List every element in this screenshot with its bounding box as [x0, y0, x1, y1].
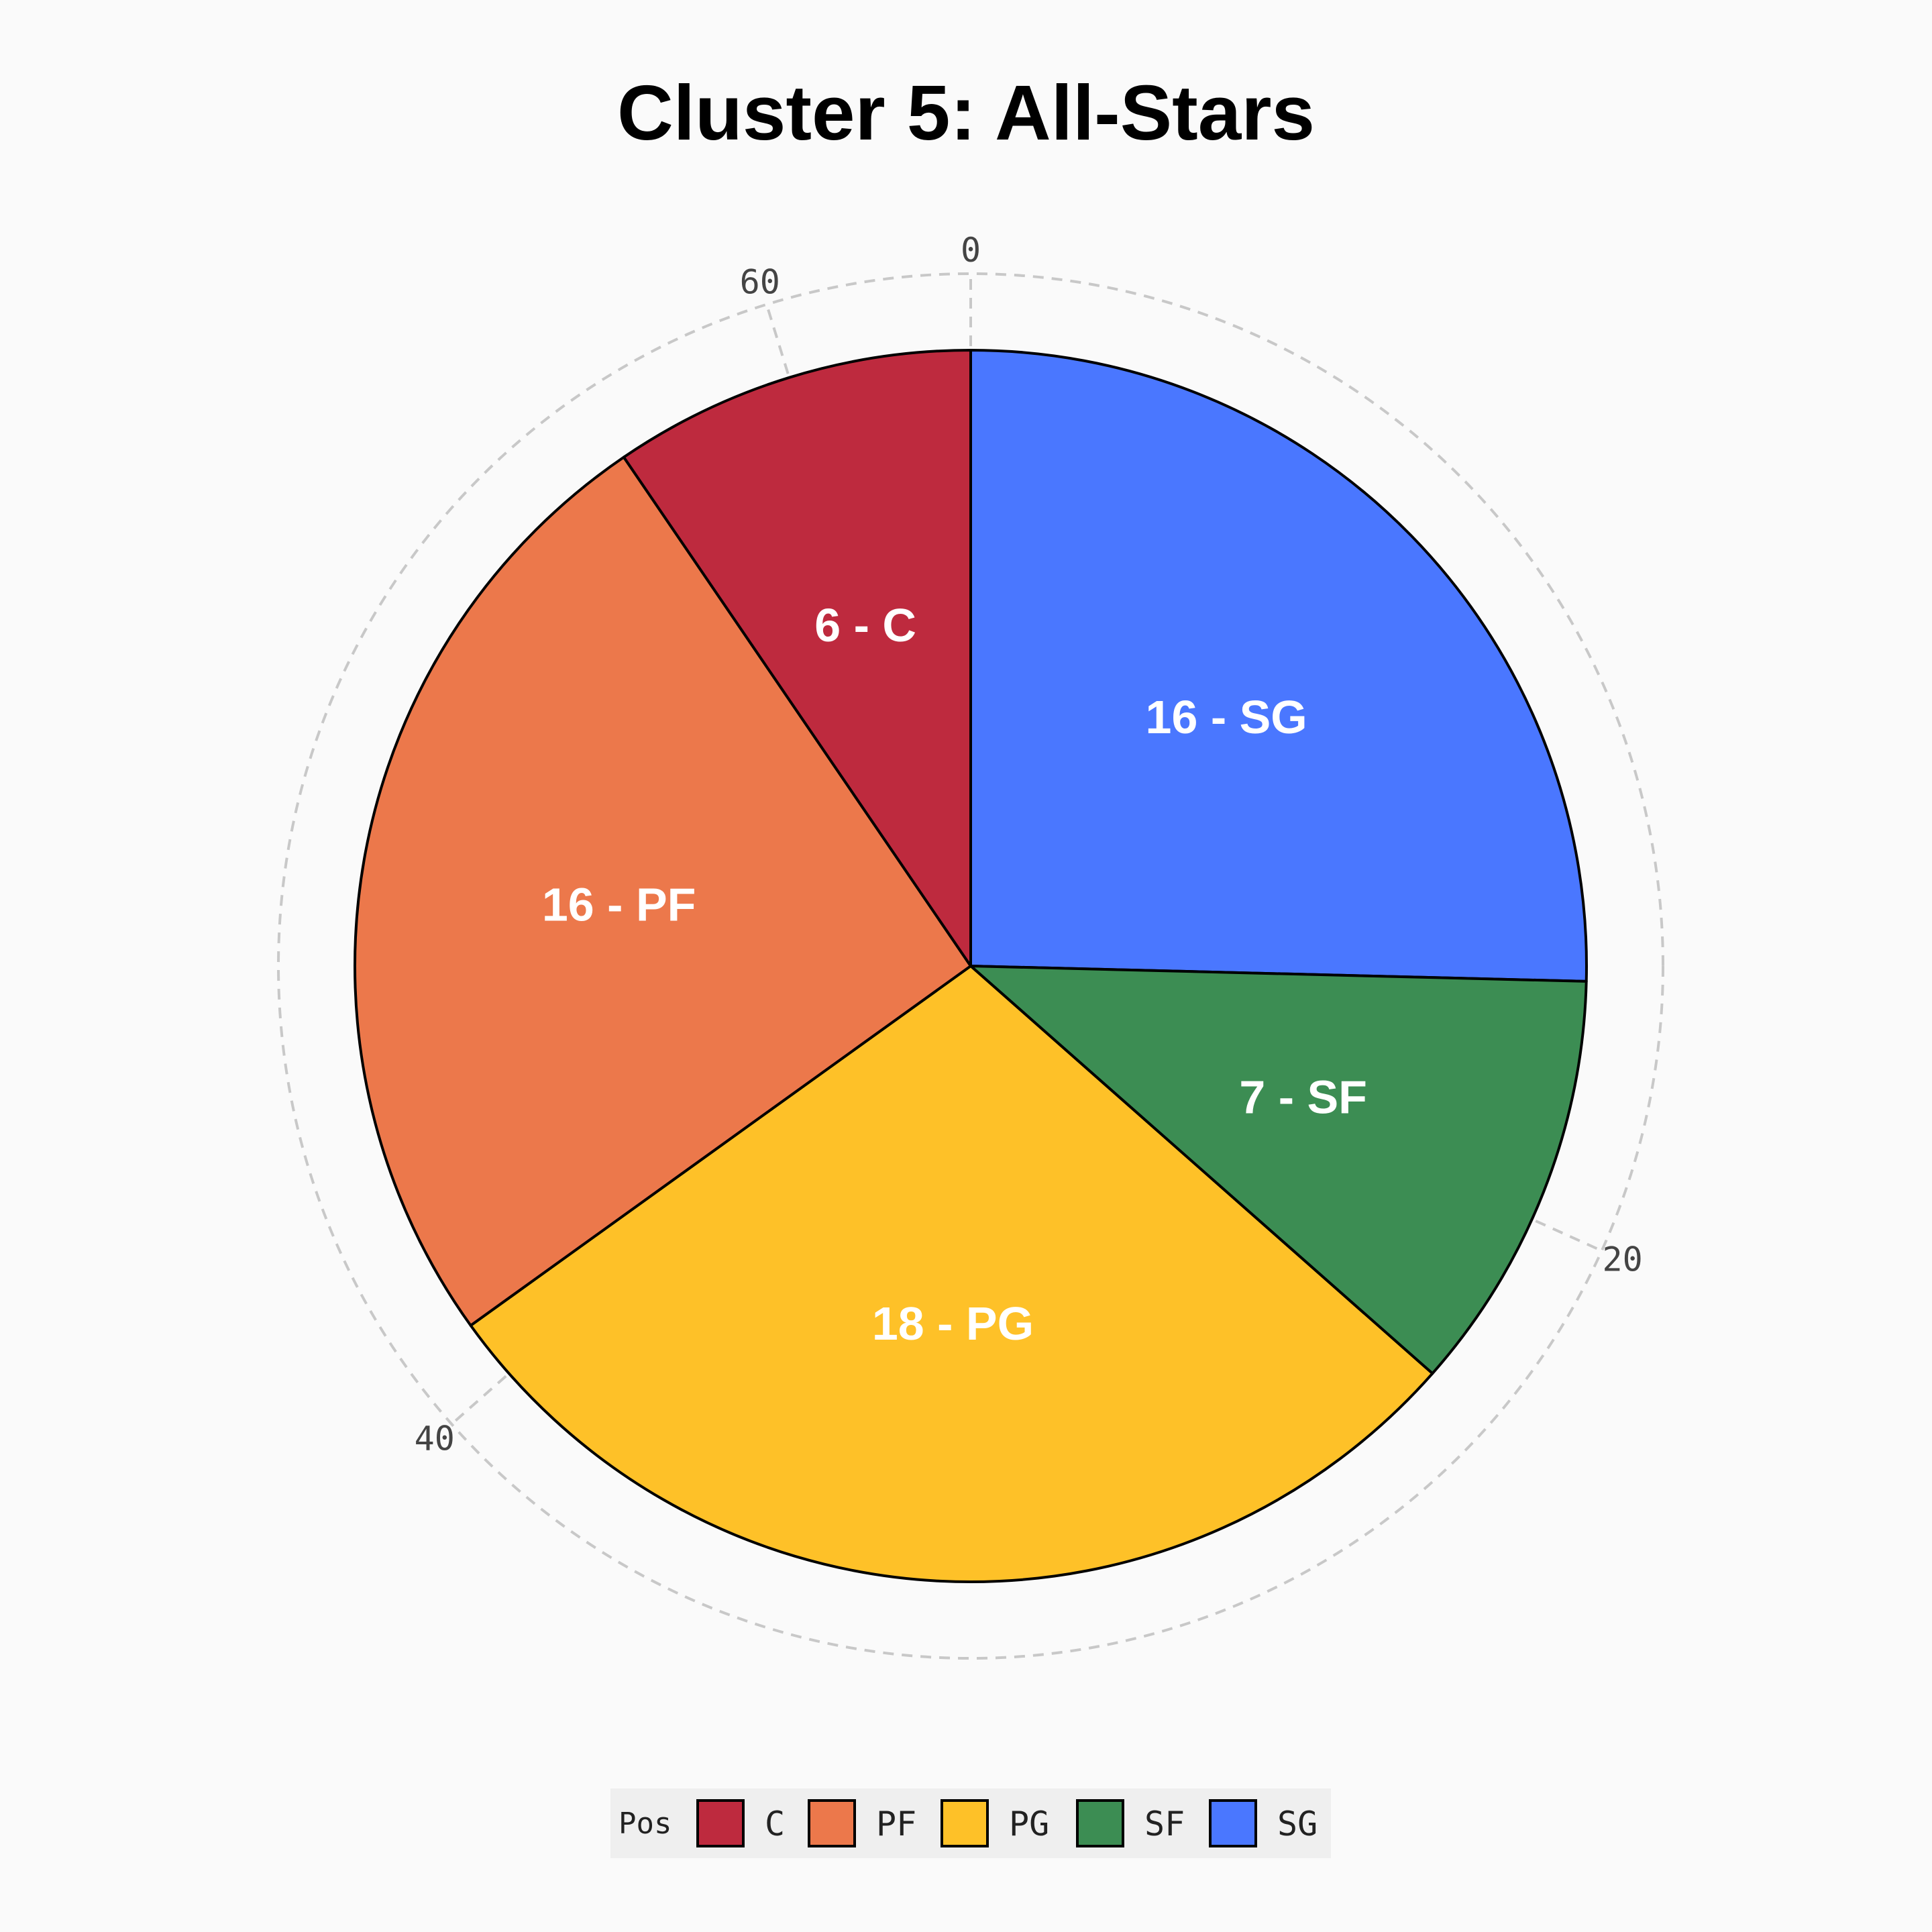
angular-gridline [277, 272, 1664, 1660]
slice-label-sg: 16 - SG [1146, 691, 1307, 743]
angular-axis: 0 20 40 60 [277, 231, 1664, 1660]
legend-swatch-c[interactable] [696, 1799, 745, 1847]
slice-label-c: 6 - C [814, 599, 916, 651]
legend-label-pf: PF [876, 1805, 916, 1843]
slice-label-pg: 18 - PG [872, 1297, 1034, 1350]
pie-slice-pg[interactable] [469, 965, 1434, 1583]
legend-label-pg: PG [1009, 1805, 1049, 1843]
legend-swatch-sg[interactable] [1209, 1799, 1257, 1847]
pie-slice-c[interactable] [622, 349, 972, 967]
angular-tick-line [450, 1375, 507, 1426]
angular-tick-line [1535, 1220, 1603, 1252]
slice-labels: 16 - SG 7 - SF 18 - PG 16 - PF 6 - C [542, 599, 1367, 1350]
pie-slices [353, 349, 1588, 1583]
angular-tick-label: 20 [1603, 1240, 1643, 1279]
legend-title: Pos [619, 1807, 672, 1841]
pie-slice-pf[interactable] [353, 455, 972, 1327]
legend: Pos C PF PG SF SG [610, 1788, 1331, 1858]
angular-tick-label: 40 [415, 1419, 455, 1458]
angular-tick-label: 0 [961, 231, 981, 270]
slice-label-pf: 16 - PF [542, 879, 696, 931]
chart-title: Cluster 5: All-Stars [617, 69, 1315, 156]
legend-label-sg: SG [1277, 1805, 1318, 1843]
angular-tick-line [765, 304, 790, 374]
legend-swatch-sf[interactable] [1076, 1799, 1124, 1847]
legend-label-c: C [765, 1805, 785, 1843]
legend-swatch-pg[interactable] [941, 1799, 989, 1847]
pie-slice-sg[interactable] [969, 349, 1588, 983]
slice-label-sf: 7 - SF [1239, 1071, 1367, 1124]
legend-swatch-pf[interactable] [808, 1799, 856, 1847]
legend-label-sf: SF [1144, 1805, 1185, 1843]
pie-slice-sf[interactable] [969, 965, 1588, 1375]
angular-tick-label: 60 [740, 262, 780, 301]
